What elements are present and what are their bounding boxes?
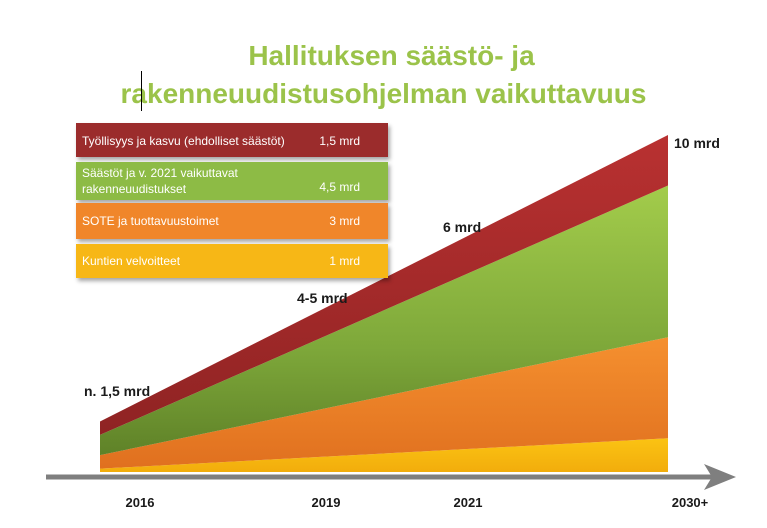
legend-item-tyollisyys: Työllisyys ja kasvu (ehdolliset säästöt)…	[76, 123, 388, 157]
legend-value: 4,5 mrd	[319, 180, 360, 194]
value-annotation: n. 1,5 mrd	[84, 383, 150, 399]
legend-item-saastot: Säästöt ja v. 2021 vaikuttavat rakenneuu…	[76, 162, 388, 200]
x-tick-label: 2021	[454, 495, 483, 510]
legend-label: SOTE ja tuottavuustoimet	[82, 214, 219, 228]
text-cursor	[141, 71, 142, 111]
chart-title-line2: rakenneuudistusohjelman vaikuttavuus	[120, 78, 647, 109]
legend-value: 1 mrd	[329, 254, 360, 268]
area-tyollisyys	[100, 135, 668, 435]
legend-value: 1,5 mrd	[319, 134, 360, 148]
x-tick-label: 2019	[312, 495, 341, 510]
x-tick-label: 2030+	[672, 495, 709, 510]
value-annotation: 4-5 mrd	[297, 290, 348, 306]
area-sote	[100, 337, 668, 469]
value-annotation: 10 mrd	[674, 135, 720, 151]
chart-title-line1: Hallituksen säästö- ja	[248, 40, 535, 71]
legend-item-kunnat: Kuntien velvoitteet 1 mrd	[76, 244, 388, 278]
x-axis-arrowhead	[704, 464, 736, 490]
area-kunnat	[100, 438, 668, 472]
legend-label: Kuntien velvoitteet	[82, 254, 181, 268]
legend-label: Työllisyys ja kasvu (ehdolliset säästöt)	[82, 134, 285, 148]
legend-value: 3 mrd	[329, 214, 360, 228]
legend-label: Säästöt ja v. 2021 vaikuttavat rakenneuu…	[82, 166, 238, 196]
area-saastot	[100, 185, 668, 456]
x-tick-label: 2016	[126, 495, 155, 510]
legend-item-sote: SOTE ja tuottavuustoimet 3 mrd	[76, 203, 388, 239]
value-annotation: 6 mrd	[443, 219, 481, 235]
